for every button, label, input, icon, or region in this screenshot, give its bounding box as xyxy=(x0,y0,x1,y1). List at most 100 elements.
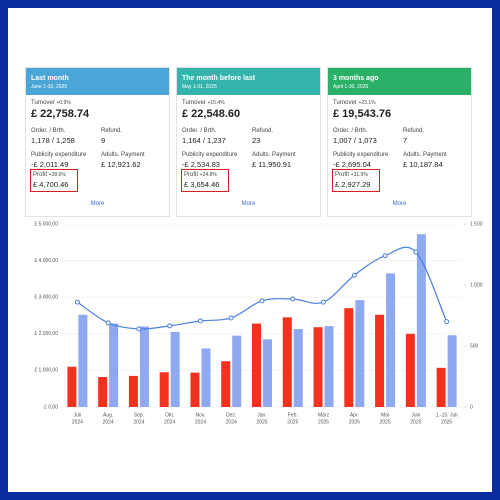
value: 9 xyxy=(101,136,106,145)
card-header: 3 months ago April 1-30, 2025 xyxy=(328,68,471,95)
value: 23 xyxy=(252,136,261,145)
change: +0.9% xyxy=(56,100,71,106)
label: Refund. xyxy=(252,128,274,134)
y-tick-label: £ 0,00 xyxy=(44,404,58,410)
more-link[interactable]: More xyxy=(241,201,256,207)
turnover: Turnover +0.9% xyxy=(31,100,71,106)
x-tick-label: 2024 xyxy=(103,419,114,425)
y-tick-label: £ 5.000,00 xyxy=(34,221,58,227)
bar xyxy=(386,273,396,407)
profit-box: Profit +31.9% £ 2,927.29 xyxy=(332,169,380,192)
x-tick-label: Jan. xyxy=(257,412,266,418)
line-point xyxy=(228,315,234,321)
bar xyxy=(355,300,365,407)
value: 1,178 / 1,258 xyxy=(31,136,75,145)
bar xyxy=(221,361,231,407)
bar xyxy=(201,348,211,407)
x-tick-label: Nov. xyxy=(196,412,206,418)
x-tick-label: 2024 xyxy=(72,419,83,425)
profit-box: Profit +28.6% £ 4,700.46 xyxy=(30,169,78,192)
line-point xyxy=(444,319,450,325)
value: 7 xyxy=(403,136,408,145)
line-point xyxy=(105,320,111,326)
label: Turnover xyxy=(333,100,359,106)
turnover-value: £ 22,548.60 xyxy=(182,108,241,120)
turnover-value: £ 19,543.76 xyxy=(333,108,392,120)
summary-card: 3 months ago April 1-30, 2025 Turnover +23… xyxy=(327,67,472,217)
x-tick-label: 2025 xyxy=(256,419,267,425)
x-tick-label: 2025 xyxy=(287,419,298,425)
x-tick-label: Juni xyxy=(411,412,420,418)
label: Order. / Brth. xyxy=(333,128,368,134)
y-tick-label: £ 2.000,00 xyxy=(34,331,58,337)
profit-value: £ 3,654.46 xyxy=(184,180,220,189)
bar xyxy=(190,372,200,407)
label: Refund. xyxy=(101,128,123,134)
x-tick-label: Aug. xyxy=(103,412,113,418)
turnover: Turnover +15.4% xyxy=(182,100,225,106)
label: Publicity expenditure xyxy=(333,152,389,158)
x-tick-label: 2024 xyxy=(164,419,175,425)
more-link[interactable]: More xyxy=(90,201,105,207)
change: +23.1% xyxy=(358,100,376,106)
profit-label: Profit +31.9% xyxy=(335,172,368,178)
x-tick-label: 2025 xyxy=(410,419,421,425)
y2-tick-label: 500 xyxy=(470,343,479,349)
bar xyxy=(139,326,149,407)
bar xyxy=(313,327,323,407)
x-tick-label: Feb. xyxy=(288,412,298,418)
label: Refund. xyxy=(403,128,425,134)
line-point xyxy=(382,253,388,259)
x-tick-label: Juli xyxy=(74,412,82,418)
label: Profit xyxy=(335,172,351,178)
bar xyxy=(109,323,119,407)
y2-tick-label: 1.000 xyxy=(470,282,483,288)
value: 1,164 / 1,237 xyxy=(182,136,226,145)
bar xyxy=(416,234,426,407)
bar xyxy=(252,323,261,407)
bar xyxy=(98,376,108,407)
x-tick-label: 2024 xyxy=(133,419,144,425)
turnover: Turnover +23.1% xyxy=(333,100,376,106)
card-title: 3 months ago xyxy=(333,75,379,82)
bar xyxy=(344,308,354,407)
line-point xyxy=(351,272,357,278)
x-tick-label: 2024 xyxy=(195,419,206,425)
change: +15.4% xyxy=(207,100,225,106)
line-point xyxy=(259,298,265,304)
label: Adults. Payment xyxy=(403,152,447,158)
line-point xyxy=(167,323,173,329)
label: Adults. Payment xyxy=(252,152,296,158)
bar xyxy=(159,372,169,407)
card-period: April 1-30, 2025 xyxy=(333,84,369,90)
x-tick-label: 2025 xyxy=(318,419,329,425)
card-header: The month before last May 1-31, 2025 xyxy=(177,68,320,95)
line-point xyxy=(413,249,419,255)
y-tick-label: £ 4.000,00 xyxy=(34,258,58,264)
label: Profit xyxy=(33,172,49,178)
y-tick-label: £ 1.000,00 xyxy=(34,368,58,374)
y2-tick-label: 1.500 xyxy=(470,221,483,227)
label: Turnover xyxy=(182,100,208,106)
bar xyxy=(293,329,303,407)
x-tick-label: 2025 xyxy=(380,419,391,425)
bar xyxy=(170,331,180,407)
card-header: Last month June 1-30, 2025 xyxy=(26,68,169,95)
y2-tick-label: 0 xyxy=(470,404,473,410)
bar xyxy=(67,366,77,407)
more-link[interactable]: More xyxy=(392,201,407,207)
change: +24.8% xyxy=(199,172,217,178)
change: +31.9% xyxy=(350,172,368,178)
summary-card: Last month June 1-30, 2025 Turnover +0.9% £… xyxy=(25,67,170,217)
label: Order. / Brth. xyxy=(182,128,217,134)
label: Adults. Payment xyxy=(101,152,145,158)
label: Turnover xyxy=(31,100,57,106)
card-period: May 1-31, 2025 xyxy=(182,84,217,90)
x-tick-label: 2025 xyxy=(441,419,452,425)
summary-card: The month before last May 1-31, 2025 Turno… xyxy=(176,67,321,217)
value: £ 11,950.91 xyxy=(252,160,292,169)
bar xyxy=(263,339,272,407)
bar xyxy=(324,326,334,407)
x-tick-label: 2025 xyxy=(349,419,360,425)
